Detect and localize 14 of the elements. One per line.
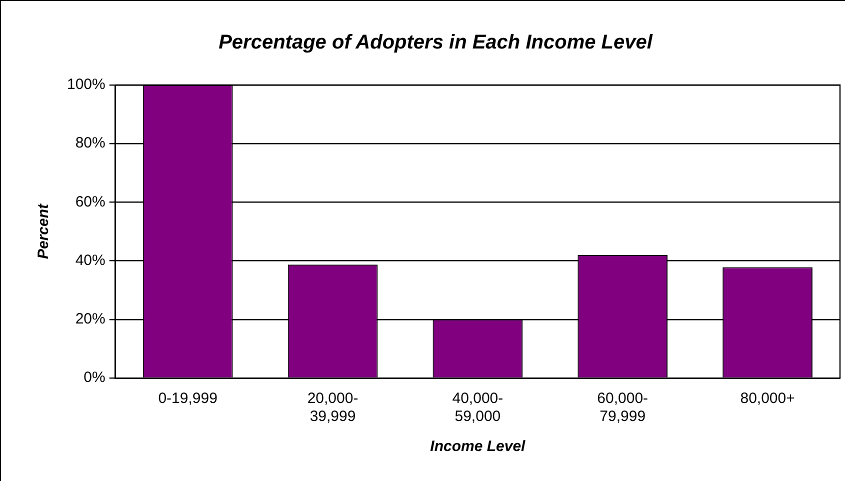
- y-tick-label: 80%: [75, 134, 106, 152]
- chart-title: Percentage of Adopters in Each Income Level: [218, 32, 653, 54]
- y-tick-label: 100%: [66, 76, 106, 94]
- y-tick-label: 60%: [75, 193, 106, 210]
- x-tick-label: 80,000+: [740, 390, 796, 408]
- y-tick-label: 0%: [84, 369, 106, 386]
- x-tick-label: 40,000- 59,000: [452, 390, 504, 426]
- x-axis-title: Income Level: [430, 438, 526, 456]
- x-tick-label: 60,000- 79,999: [597, 390, 648, 426]
- y-axis-title: Percent: [35, 202, 52, 260]
- y-tick-label: 20%: [75, 310, 106, 328]
- x-tick-label: 0-19,999: [158, 390, 218, 408]
- x-tick-label: 20,000- 39,999: [307, 390, 358, 426]
- y-tick-label: 40%: [75, 252, 106, 269]
